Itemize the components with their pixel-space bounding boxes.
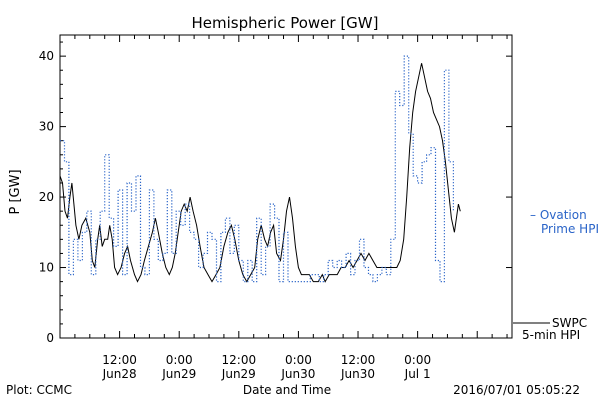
x-tick-label-time: 12:00 (341, 353, 376, 367)
y-tick-label: 0 (46, 331, 54, 345)
x-tick-label-time: 0:00 (285, 353, 312, 367)
plot-credit: Plot: CCMC (6, 383, 72, 397)
y-tick-label: 40 (39, 49, 54, 63)
y-tick-label: 10 (39, 261, 54, 275)
chart-title: Hemispheric Power [GW] (192, 14, 379, 32)
x-axis-ticks: 12:00Jun280:00Jun2912:00Jun290:00Jun3012… (74, 35, 508, 381)
x-tick-label-date: Jul 1 (404, 367, 431, 381)
x-tick-label-date: Jun29 (161, 367, 196, 381)
x-tick-label-time: 12:00 (222, 353, 257, 367)
x-tick-label-date: Jun30 (280, 367, 315, 381)
x-tick-label-time: 0:00 (404, 353, 431, 367)
series-line-swpc (59, 63, 461, 283)
legend-swpc-sub-label: 5-min HPI (522, 328, 580, 342)
y-axis-ticks: 0 10 20 30 40 (39, 41, 512, 345)
y-tick-label: 20 (39, 190, 54, 204)
series-layer (59, 55, 461, 283)
x-axis-label: Date and Time (243, 383, 331, 397)
legend-swpc-label: SWPC (552, 316, 587, 330)
x-tick-label-date: Jun29 (221, 367, 256, 381)
x-tick-label-time: 12:00 (102, 353, 137, 367)
x-tick-label-date: Jun30 (340, 367, 375, 381)
plot-frame (59, 34, 513, 339)
y-tick-label: 30 (39, 120, 54, 134)
x-tick-label-date: Jun28 (102, 367, 137, 381)
legend-ovation-label: – Ovation (530, 208, 587, 222)
y-axis-label: P [GW] (8, 169, 23, 214)
series-line-ovation (60, 55, 454, 283)
legend: – Ovation Prime HPI SWPC 5-min HPI (513, 208, 599, 342)
plot-timestamp: 2016/07/01 05:05:22 (453, 383, 580, 397)
legend-ovation-sub-label: Prime HPI (541, 222, 599, 236)
x-tick-label-time: 0:00 (166, 353, 193, 367)
